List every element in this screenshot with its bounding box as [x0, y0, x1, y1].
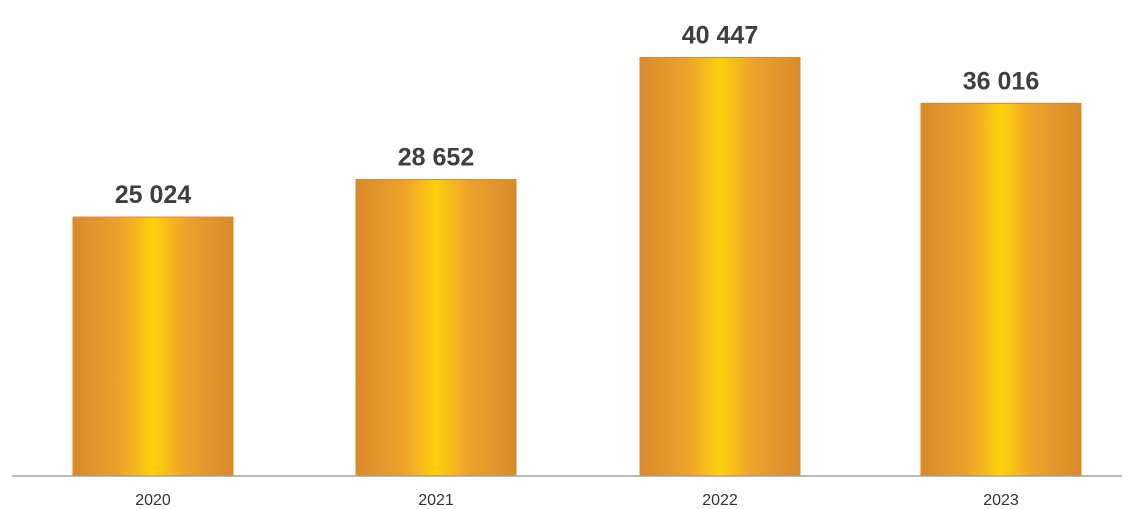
bar-2023: [920, 102, 1082, 477]
bars-group: [72, 56, 1082, 477]
value-label-2021: 28 652: [398, 144, 474, 172]
bar-2022: [639, 56, 801, 477]
x-tick-label-2022: 2022: [702, 492, 738, 509]
x-axis-tick-labels: 2020 2021 2022 2023: [135, 492, 1019, 509]
value-label-2020: 25 024: [115, 181, 192, 209]
value-label-2023: 36 016: [963, 67, 1039, 95]
x-tick-label-2020: 2020: [135, 492, 171, 509]
x-tick-label-2021: 2021: [418, 492, 454, 509]
value-labels-group: 25 024 28 652 40 447 36 016: [115, 21, 1039, 209]
bar-2020: [72, 216, 234, 477]
x-tick-label-2023: 2023: [983, 492, 1019, 509]
bar-2021: [355, 179, 517, 477]
value-label-2022: 40 447: [682, 21, 758, 49]
